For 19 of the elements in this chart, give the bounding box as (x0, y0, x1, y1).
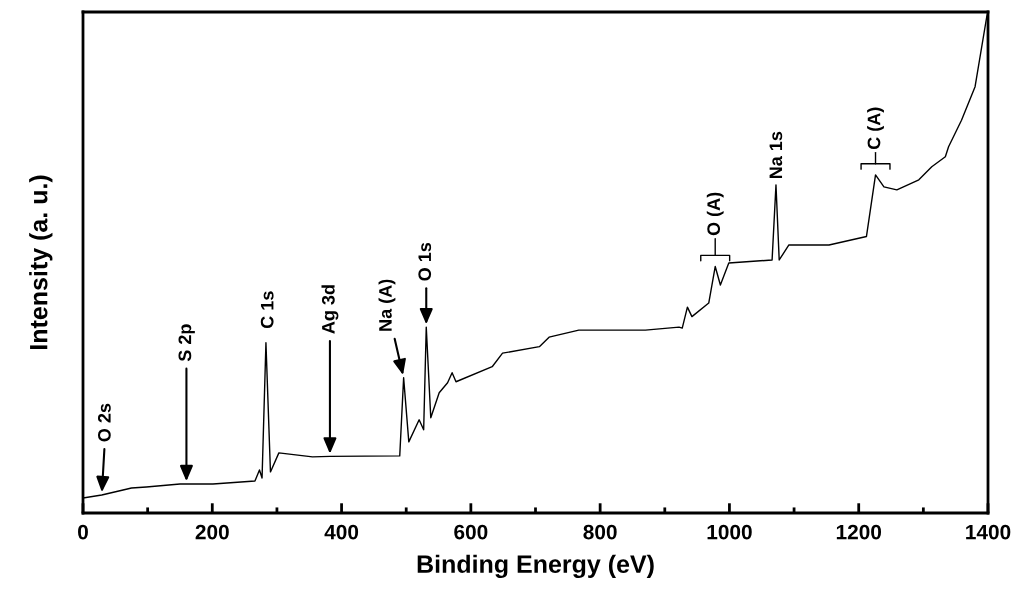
x-tick-label: 0 (78, 524, 88, 540)
x-tick-label: 1200 (836, 524, 882, 540)
annotation: O 1s (418, 242, 432, 281)
annotation: C 1s (260, 291, 274, 329)
annotation: S 2p (178, 324, 195, 362)
x-tick-label: 1000 (707, 524, 752, 540)
x-tick-label: 1400 (966, 524, 1011, 540)
y-axis-title: Intensity (a. u.) (29, 175, 53, 350)
annotation: Na 1s (769, 131, 783, 179)
annotation: Ag 3d (321, 285, 339, 334)
x-tick-label: 200 (195, 524, 229, 540)
x-tick-label: 400 (324, 524, 359, 540)
annotation: C (A) (867, 107, 884, 150)
x-axis-title: Binding Energy (eV) (417, 554, 654, 579)
x-tick-label: 600 (454, 524, 488, 540)
annotation: O (A) (706, 192, 724, 236)
annotation: O 2s (97, 403, 111, 442)
annotation: Na (A) (378, 279, 396, 331)
x-tick-label: 800 (583, 524, 617, 540)
